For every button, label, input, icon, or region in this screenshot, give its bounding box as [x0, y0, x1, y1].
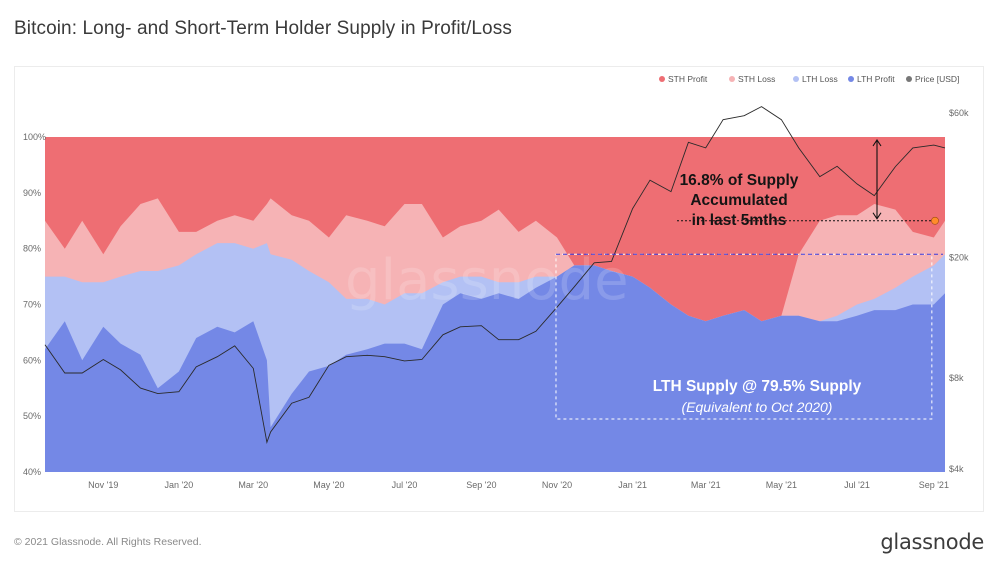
- legend-label: LTH Loss: [802, 74, 838, 84]
- sth-annotation-line: in last 5mths: [692, 212, 787, 229]
- lth-annotation-line1: LTH Supply @ 79.5% Supply: [653, 378, 862, 395]
- y-left-tick-label: 60%: [23, 355, 41, 365]
- chart-panel: glassnode 40% 50% 60% 70% 80% 90% 100% $4k $8k $20…: [14, 66, 984, 512]
- y-right-tick-label: $60k: [949, 108, 969, 118]
- x-tick-label: May '20: [313, 480, 344, 490]
- chart-title: Bitcoin: Long- and Short-Term Holder Sup…: [14, 18, 512, 39]
- x-tick-label: Nov '20: [542, 480, 572, 490]
- sth-annotation-line: 16.8% of Supply: [680, 172, 799, 189]
- x-tick-label: Mar '21: [691, 480, 721, 490]
- lth-profit-area: [45, 265, 945, 472]
- legend-label: Price [USD]: [915, 74, 959, 84]
- y-right-tick-label: $20k: [949, 252, 969, 262]
- x-tick-label: May '21: [766, 480, 797, 490]
- x-tick-label: Jan '20: [165, 480, 194, 490]
- lth-dashed-box: [555, 253, 933, 420]
- watermark-text: glassnode: [345, 248, 629, 313]
- y-left-tick-label: 100%: [23, 132, 46, 142]
- legend-marker: [659, 76, 665, 82]
- price-line: [44, 106, 946, 445]
- sth-arrow-head-down: [872, 212, 882, 220]
- y-left-tick-label: 80%: [23, 244, 41, 254]
- legend-label: LTH Profit: [857, 74, 895, 84]
- y-right-tick-label: $4k: [949, 464, 964, 474]
- legend-label: STH Loss: [738, 74, 775, 84]
- legend-marker: [848, 76, 854, 82]
- copyright-text: © 2021 Glassnode. All Rights Reserved.: [14, 536, 202, 548]
- x-tick-label: Sep '20: [466, 480, 496, 490]
- x-tick-label: Sep '21: [919, 480, 949, 490]
- lth-annotation-line2: (Equivalent to Oct 2020): [682, 399, 833, 415]
- x-tick-label: Jul '21: [844, 480, 870, 490]
- legend-marker: [793, 76, 799, 82]
- x-tick-label: Jul '20: [392, 480, 418, 490]
- glassnode-logo: glassnode: [880, 530, 984, 554]
- y-right-tick-label: $8k: [949, 373, 964, 383]
- legend-marker: [906, 76, 912, 82]
- x-tick-label: Nov '19: [88, 480, 118, 490]
- legend-label: STH Profit: [668, 74, 708, 84]
- legend-marker: [729, 76, 735, 82]
- x-tick-label: Mar '20: [238, 480, 268, 490]
- y-left-tick-label: 50%: [23, 411, 41, 421]
- sth-marker: [931, 216, 939, 225]
- sth-arrow-head-up: [872, 139, 882, 147]
- area-chart: glassnode 40% 50% 60% 70% 80% 90% 100% $4k $8k $20…: [23, 74, 969, 490]
- y-left-tick-label: 90%: [23, 188, 41, 198]
- x-tick-label: Jan '21: [618, 480, 647, 490]
- sth-annotation-line: Accumulated: [690, 192, 787, 209]
- y-left-tick-label: 70%: [23, 300, 41, 310]
- y-left-tick-label: 40%: [23, 467, 41, 477]
